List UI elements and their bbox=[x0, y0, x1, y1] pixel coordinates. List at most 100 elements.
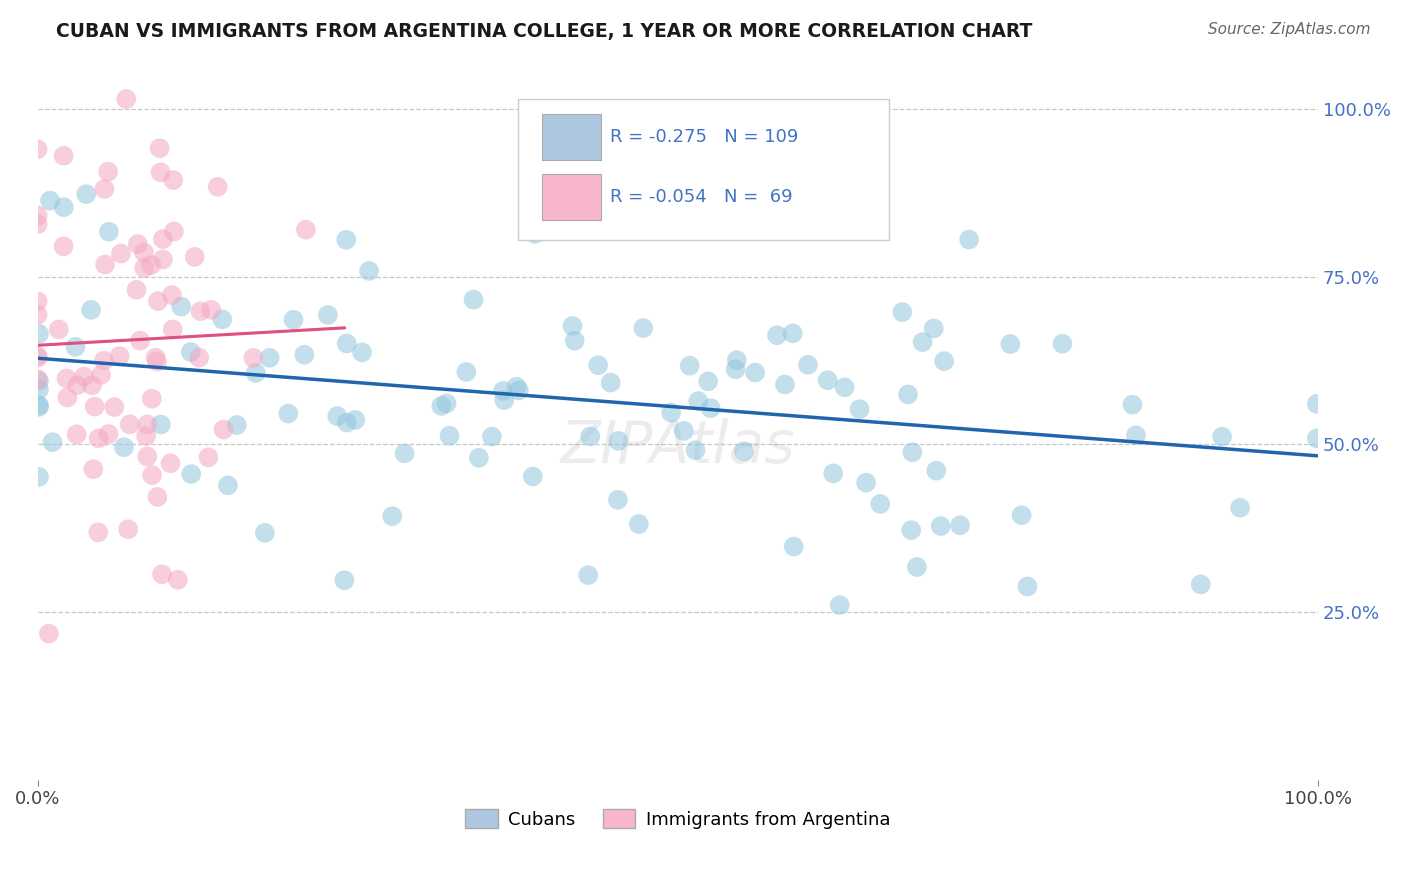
Point bbox=[463, 293, 485, 307]
FancyBboxPatch shape bbox=[517, 99, 889, 240]
Point bbox=[27, 349, 49, 363]
Point bbox=[245, 366, 267, 380]
Point bbox=[146, 354, 169, 368]
Point bbox=[1229, 500, 1251, 515]
Point bbox=[1052, 336, 1074, 351]
Point bbox=[733, 444, 755, 458]
Point bbox=[357, 264, 380, 278]
Point bbox=[633, 321, 655, 335]
Point bbox=[132, 245, 155, 260]
Point bbox=[292, 348, 315, 362]
Point bbox=[217, 478, 239, 492]
Point bbox=[75, 187, 97, 202]
Point bbox=[619, 188, 641, 202]
Point bbox=[162, 322, 184, 336]
Point bbox=[97, 225, 120, 239]
Point bbox=[891, 305, 914, 319]
Text: R = -0.275   N = 109: R = -0.275 N = 109 bbox=[610, 128, 799, 146]
Point bbox=[97, 164, 120, 178]
Point bbox=[136, 450, 159, 464]
Point bbox=[162, 173, 184, 187]
Point bbox=[783, 540, 806, 554]
FancyBboxPatch shape bbox=[543, 174, 602, 220]
Point bbox=[333, 574, 356, 588]
Point bbox=[828, 598, 851, 612]
Point bbox=[225, 417, 247, 432]
Point bbox=[508, 384, 530, 398]
Point bbox=[505, 380, 527, 394]
Point bbox=[134, 260, 156, 275]
Point bbox=[27, 217, 49, 231]
Point bbox=[316, 308, 339, 322]
Point bbox=[146, 490, 169, 504]
Point bbox=[94, 258, 117, 272]
Point bbox=[90, 368, 112, 382]
Point bbox=[855, 475, 877, 490]
Point bbox=[766, 328, 789, 343]
Point bbox=[817, 373, 839, 387]
Point bbox=[65, 340, 87, 354]
Point bbox=[725, 353, 748, 368]
Point bbox=[439, 428, 461, 442]
Point bbox=[564, 334, 586, 348]
Point bbox=[823, 467, 845, 481]
Point bbox=[607, 434, 630, 448]
Point bbox=[352, 345, 374, 359]
Point bbox=[141, 468, 163, 483]
Point bbox=[27, 308, 49, 322]
Point bbox=[576, 568, 599, 582]
Point bbox=[141, 258, 163, 272]
Point bbox=[283, 312, 305, 326]
Point bbox=[456, 365, 478, 379]
Point bbox=[211, 312, 233, 326]
Point bbox=[242, 351, 264, 365]
Point bbox=[897, 387, 920, 401]
Point bbox=[697, 375, 720, 389]
Point bbox=[28, 374, 51, 388]
Point bbox=[28, 470, 51, 484]
Point bbox=[344, 413, 367, 427]
Point bbox=[579, 429, 602, 443]
Point bbox=[685, 443, 707, 458]
Point bbox=[152, 232, 174, 246]
Point bbox=[83, 400, 105, 414]
Point bbox=[38, 626, 60, 640]
Point bbox=[27, 209, 49, 223]
Point bbox=[152, 252, 174, 267]
Point bbox=[125, 283, 148, 297]
Point bbox=[27, 142, 49, 156]
Point bbox=[28, 383, 51, 397]
Point bbox=[27, 294, 49, 309]
Point bbox=[112, 440, 135, 454]
Point bbox=[336, 336, 359, 351]
Point bbox=[188, 351, 211, 365]
Point bbox=[136, 417, 159, 432]
Point bbox=[108, 349, 131, 363]
Point bbox=[1306, 397, 1329, 411]
Point bbox=[259, 351, 281, 365]
Point bbox=[326, 409, 349, 423]
Point bbox=[118, 417, 141, 432]
Point bbox=[868, 157, 890, 171]
Point bbox=[110, 246, 132, 260]
Point bbox=[80, 378, 103, 392]
Point bbox=[159, 456, 181, 470]
Text: CUBAN VS IMMIGRANTS FROM ARGENTINA COLLEGE, 1 YEAR OR MORE CORRELATION CHART: CUBAN VS IMMIGRANTS FROM ARGENTINA COLLE… bbox=[56, 22, 1032, 41]
Point bbox=[1121, 398, 1143, 412]
Point bbox=[170, 300, 193, 314]
Point bbox=[103, 400, 125, 414]
Point bbox=[688, 394, 710, 409]
Point bbox=[28, 398, 51, 412]
Point bbox=[1017, 580, 1039, 594]
Point bbox=[744, 366, 766, 380]
Point bbox=[82, 462, 104, 476]
Point bbox=[869, 497, 891, 511]
Point bbox=[141, 392, 163, 406]
Point bbox=[207, 179, 229, 194]
Point bbox=[1000, 337, 1022, 351]
Point bbox=[1011, 508, 1033, 523]
Point bbox=[381, 509, 404, 524]
Point bbox=[253, 525, 276, 540]
Point bbox=[901, 445, 924, 459]
Point bbox=[127, 237, 149, 252]
